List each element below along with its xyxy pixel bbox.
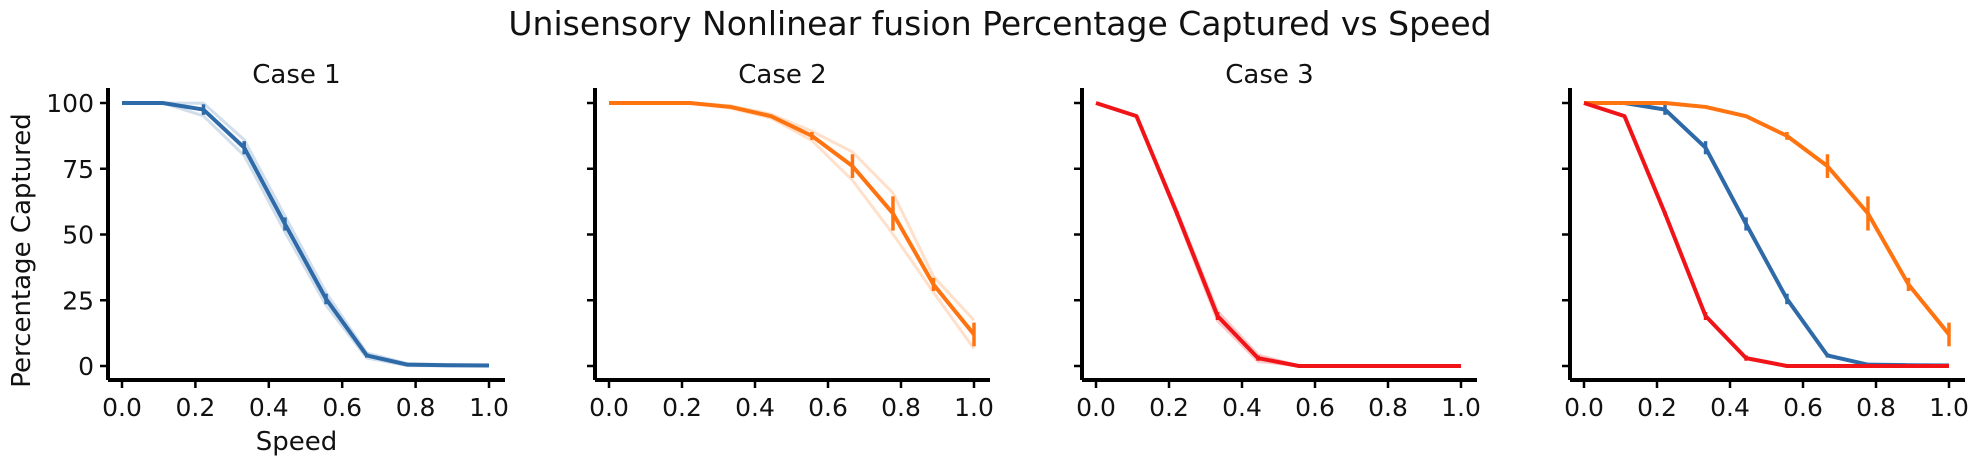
x-tick-label: 0.8 [1368, 393, 1408, 422]
replicate-line [122, 101, 490, 368]
panel-3: 0.0 0.2 0.4 0.6 0.8 1.0 Case 3 [1074, 60, 1481, 422]
y-tick-label: 50 [62, 221, 94, 250]
y-tick-label: 25 [62, 286, 94, 315]
y-tick-label: 100 [46, 89, 94, 118]
x-tick-label: 0.6 [1295, 393, 1335, 422]
x-tick-label: 0.8 [396, 393, 436, 422]
x-tick-label: 0.4 [735, 393, 775, 422]
series-line-case3 [1095, 101, 1461, 368]
x-tick-label: 1.0 [954, 393, 994, 422]
x-tick-label: 0.4 [1222, 393, 1262, 422]
panel-2: 0.0 0.2 0.4 0.6 0.8 1.0 Case 2 [587, 60, 994, 422]
x-tick-label: 0.0 [589, 393, 629, 422]
x-tick-label: 0.6 [1783, 393, 1823, 422]
replicate-line [609, 101, 976, 322]
replicate-line [122, 101, 490, 367]
panel-title: Case 1 [252, 60, 340, 90]
x-tick-label: 1.0 [469, 393, 509, 422]
series-line-case3 [1583, 101, 1949, 368]
x-tick-label: 0.0 [1564, 393, 1604, 422]
x-tick-label: 0.2 [1637, 393, 1677, 422]
x-tick-label: 1.0 [1441, 393, 1481, 422]
x-tick-label: 0.4 [1710, 393, 1750, 422]
series-line-case1 [1584, 101, 1950, 368]
x-tick-label: 0.8 [1856, 393, 1896, 422]
x-tick-label: 0.8 [881, 393, 921, 422]
x-tick-label: 0.4 [249, 393, 289, 422]
series-line-case1 [122, 101, 490, 368]
x-tick-label: 0.6 [808, 393, 848, 422]
x-tick-label: 0.6 [322, 393, 362, 422]
y-tick-label: 75 [62, 155, 94, 184]
x-tick-label: 0.2 [176, 393, 216, 422]
panel-title: Case 3 [1225, 60, 1313, 90]
x-tick-label: 0.2 [662, 393, 702, 422]
panel-1: 0.0 0.2 0.4 0.6 0.8 1.0 0 25 50 75 100 Case 1 Speed P… [7, 60, 509, 457]
panels: 0.0 0.2 0.4 0.6 0.8 1.0 0 25 50 75 100 Case 1 Speed P… [7, 60, 1969, 457]
x-tick-label: 0.2 [1149, 393, 1189, 422]
replicate-line [1095, 101, 1461, 368]
x-tick-label: 0.0 [1076, 393, 1116, 422]
x-tick-label: 1.0 [1929, 393, 1969, 422]
series-line-case2 [609, 101, 976, 336]
y-tick-label: 0 [78, 352, 94, 381]
x-tick-label: 0.0 [102, 393, 142, 422]
series-line-case2 [1584, 101, 1951, 336]
y-axis-label: Percentage Captured [7, 113, 37, 387]
replicate-line [609, 101, 976, 350]
x-axis-label: Speed [256, 427, 338, 457]
figure-title: Unisensory Nonlinear fusion Percentage C… [508, 4, 1491, 43]
panel-title: Case 2 [738, 60, 826, 90]
panel-4: 0.0 0.2 0.4 0.6 0.8 1.0 [1562, 88, 1969, 422]
replicate-line [1095, 101, 1461, 368]
